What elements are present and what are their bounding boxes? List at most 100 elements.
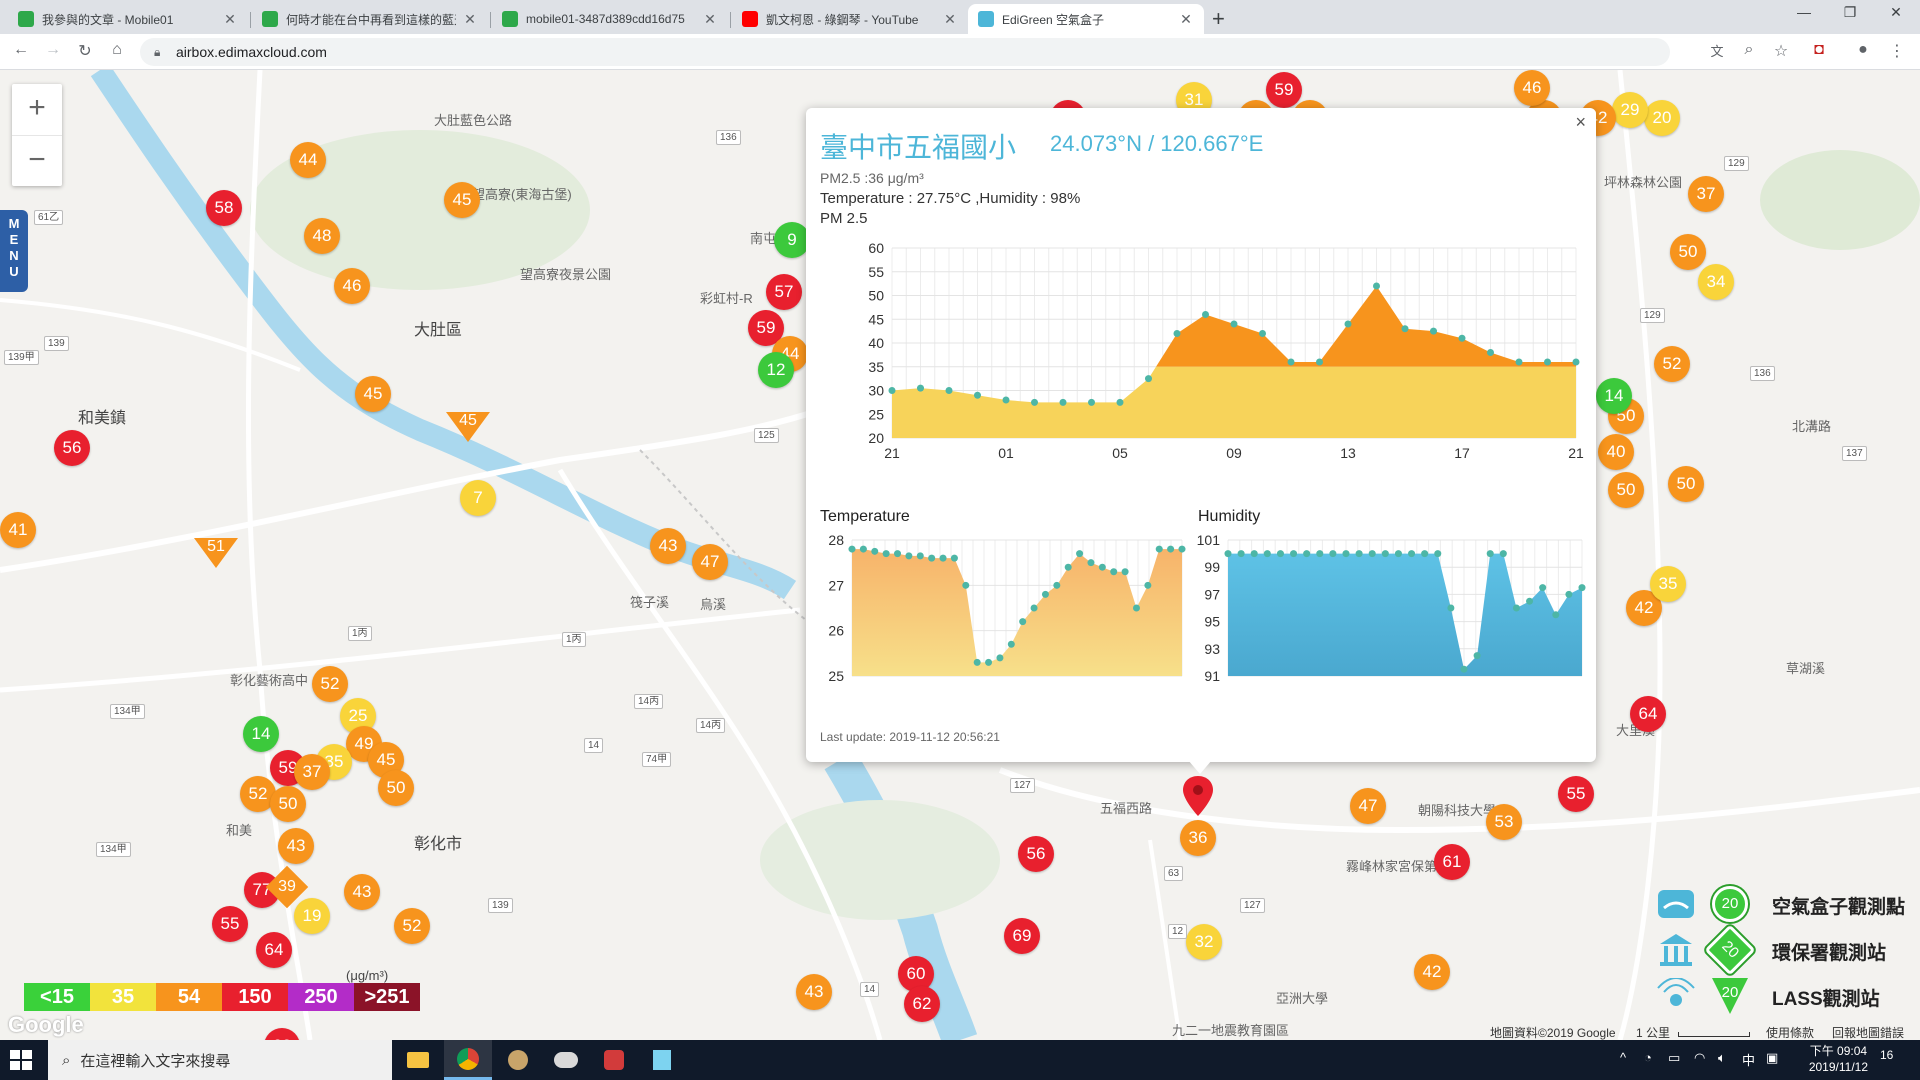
- zoom-icon[interactable]: ⌕: [1744, 41, 1754, 58]
- notification-center-icon[interactable]: 16: [1880, 1048, 1893, 1062]
- airbox-station-marker[interactable]: 34: [1698, 264, 1734, 300]
- app-bird-icon[interactable]: [494, 1040, 542, 1080]
- tab-edigreen[interactable]: EdiGreen 空氣盒子 ✕: [968, 4, 1204, 34]
- airbox-station-marker[interactable]: 59: [748, 310, 784, 346]
- account-icon[interactable]: ●: [1858, 41, 1868, 58]
- airbox-station-marker[interactable]: 44: [290, 142, 326, 178]
- airbox-station-marker[interactable]: 20: [1644, 100, 1680, 136]
- terms-link[interactable]: 使用條款: [1766, 1026, 1815, 1040]
- airbox-station-marker[interactable]: 36: [1180, 820, 1216, 856]
- address-bar[interactable]: 🔒︎ airbox.edimaxcloud.com: [140, 38, 1670, 66]
- forward-icon[interactable]: →: [45, 41, 61, 58]
- airbox-station-marker[interactable]: 14: [243, 716, 279, 752]
- tab-mobile01-articles[interactable]: 我參與的文章 - Mobile01 ✕: [8, 4, 248, 34]
- restore-button[interactable]: ❐: [1843, 4, 1857, 20]
- back-icon[interactable]: ←: [13, 41, 29, 58]
- airbox-station-marker[interactable]: 41: [0, 512, 36, 548]
- report-error-link[interactable]: 回報地圖錯誤: [1832, 1026, 1905, 1040]
- app-cloud-icon[interactable]: [542, 1040, 590, 1080]
- windows-start-icon[interactable]: [10, 1050, 32, 1070]
- airbox-station-marker[interactable]: 42: [1414, 954, 1450, 990]
- airbox-station-marker[interactable]: 19: [294, 898, 330, 934]
- map-canvas[interactable]: 大肚區 和美鎮 彰化市 大肚藍色公路 望高寮(東海古堡) 望高寮夜景公園 彩虹村…: [0, 70, 1920, 1040]
- airbox-station-marker[interactable]: 50: [1608, 472, 1644, 508]
- reload-icon[interactable]: ↻: [78, 43, 92, 60]
- airbox-station-marker[interactable]: 55: [212, 906, 248, 942]
- airbox-station-marker[interactable]: 50: [1668, 466, 1704, 502]
- tray-network-icon[interactable]: ◔: [1644, 1050, 1652, 1065]
- airbox-station-marker[interactable]: 43: [278, 828, 314, 864]
- airbox-station-marker[interactable]: 45: [355, 376, 391, 412]
- minimize-button[interactable]: —: [1797, 4, 1811, 20]
- home-icon[interactable]: ⌂: [112, 41, 122, 58]
- close-tab-icon[interactable]: ✕: [704, 10, 716, 27]
- tab-youtube[interactable]: 凱文柯恩 - 綠鋼琴 - YouTube ✕: [732, 4, 968, 34]
- zoom-in-button[interactable]: +: [28, 91, 46, 124]
- airbox-station-marker[interactable]: 43: [344, 874, 380, 910]
- tray-ime-indicator[interactable]: 中: [1742, 1053, 1756, 1068]
- airbox-station-marker[interactable]: 7: [460, 480, 496, 516]
- tray-volume-icon[interactable]: 🔈︎: [1718, 1050, 1726, 1065]
- airbox-station-marker[interactable]: 46: [334, 268, 370, 304]
- taskbar-search-box[interactable]: ⌕ 在這裡輸入文字來搜尋: [48, 1040, 392, 1080]
- translate-icon[interactable]: 文: [1710, 44, 1724, 59]
- airbox-station-marker[interactable]: 52: [240, 776, 276, 812]
- airbox-station-marker[interactable]: 56: [54, 430, 90, 466]
- legend-lass[interactable]: 20 LASS觀測站: [1644, 972, 1914, 1018]
- airbox-station-marker[interactable]: 37: [1688, 176, 1724, 212]
- airbox-station-marker[interactable]: 62: [264, 1028, 300, 1040]
- tray-chevron-icon[interactable]: ^: [1620, 1050, 1627, 1065]
- close-tab-icon[interactable]: ✕: [944, 10, 956, 27]
- menu-dots-icon[interactable]: ⋮: [1889, 43, 1905, 60]
- airbox-station-marker[interactable]: 9: [774, 222, 810, 258]
- tray-wifi-icon[interactable]: ◠: [1694, 1050, 1706, 1065]
- airbox-station-marker[interactable]: 45: [444, 182, 480, 218]
- tab-mobile01-image[interactable]: mobile01-3487d389cdd16d75 ✕: [492, 4, 728, 34]
- airbox-station-marker[interactable]: 50: [1670, 234, 1706, 270]
- airbox-station-marker[interactable]: 64: [1630, 696, 1666, 732]
- close-tab-icon[interactable]: ✕: [464, 10, 476, 27]
- tray-battery-icon[interactable]: ▭: [1668, 1050, 1681, 1065]
- selected-location-pin-icon[interactable]: [1183, 776, 1213, 816]
- lass-station-marker[interactable]: 51: [194, 538, 238, 568]
- taskbar-clock[interactable]: 下午 09:04 2019/11/12: [1809, 1043, 1868, 1075]
- airbox-station-marker[interactable]: 43: [650, 528, 686, 564]
- zoom-out-button[interactable]: −: [12, 135, 62, 186]
- airbox-station-marker[interactable]: 53: [1486, 804, 1522, 840]
- airbox-station-marker[interactable]: 52: [312, 666, 348, 702]
- airbox-station-marker[interactable]: 69: [1004, 918, 1040, 954]
- airbox-station-marker[interactable]: 52: [394, 908, 430, 944]
- menu-tab-button[interactable]: MENU: [0, 210, 28, 292]
- file-explorer-icon[interactable]: [394, 1040, 442, 1080]
- airbox-station-marker[interactable]: 56: [1018, 836, 1054, 872]
- airbox-station-marker[interactable]: 47: [692, 544, 728, 580]
- extension-icon[interactable]: ◘: [1814, 41, 1824, 58]
- close-tab-icon[interactable]: ✕: [224, 10, 236, 27]
- new-tab-button[interactable]: +: [1212, 6, 1225, 31]
- airbox-station-marker[interactable]: 40: [1598, 434, 1634, 470]
- airbox-station-marker[interactable]: 55: [1558, 776, 1594, 812]
- airbox-station-marker[interactable]: 35: [1650, 566, 1686, 602]
- airbox-station-marker[interactable]: 14: [1596, 378, 1632, 414]
- bookmark-star-icon[interactable]: ☆: [1773, 43, 1789, 60]
- app-red-icon[interactable]: [590, 1040, 638, 1080]
- airbox-station-marker[interactable]: 12: [758, 352, 794, 388]
- airbox-station-marker[interactable]: 48: [304, 218, 340, 254]
- close-popup-button[interactable]: ×: [1575, 112, 1586, 132]
- airbox-station-marker[interactable]: 37: [294, 754, 330, 790]
- chrome-icon[interactable]: [444, 1040, 492, 1080]
- airbox-station-marker[interactable]: 58: [206, 190, 242, 226]
- airbox-station-marker[interactable]: 43: [796, 974, 832, 1010]
- airbox-station-marker[interactable]: 57: [766, 274, 802, 310]
- airbox-station-marker[interactable]: 46: [1514, 70, 1550, 106]
- airbox-station-marker[interactable]: 47: [1350, 788, 1386, 824]
- lass-station-marker[interactable]: 45: [446, 412, 490, 442]
- app-notepad-icon[interactable]: [638, 1040, 686, 1080]
- airbox-station-marker[interactable]: 61: [1434, 844, 1470, 880]
- airbox-station-marker[interactable]: 50: [378, 770, 414, 806]
- airbox-station-marker[interactable]: 50: [270, 786, 306, 822]
- legend-epa[interactable]: 20 環保署觀測站: [1644, 924, 1914, 976]
- airbox-station-marker[interactable]: 62: [904, 986, 940, 1022]
- airbox-station-marker[interactable]: 52: [1654, 346, 1690, 382]
- tray-keyboard-icon[interactable]: ▣: [1766, 1050, 1779, 1065]
